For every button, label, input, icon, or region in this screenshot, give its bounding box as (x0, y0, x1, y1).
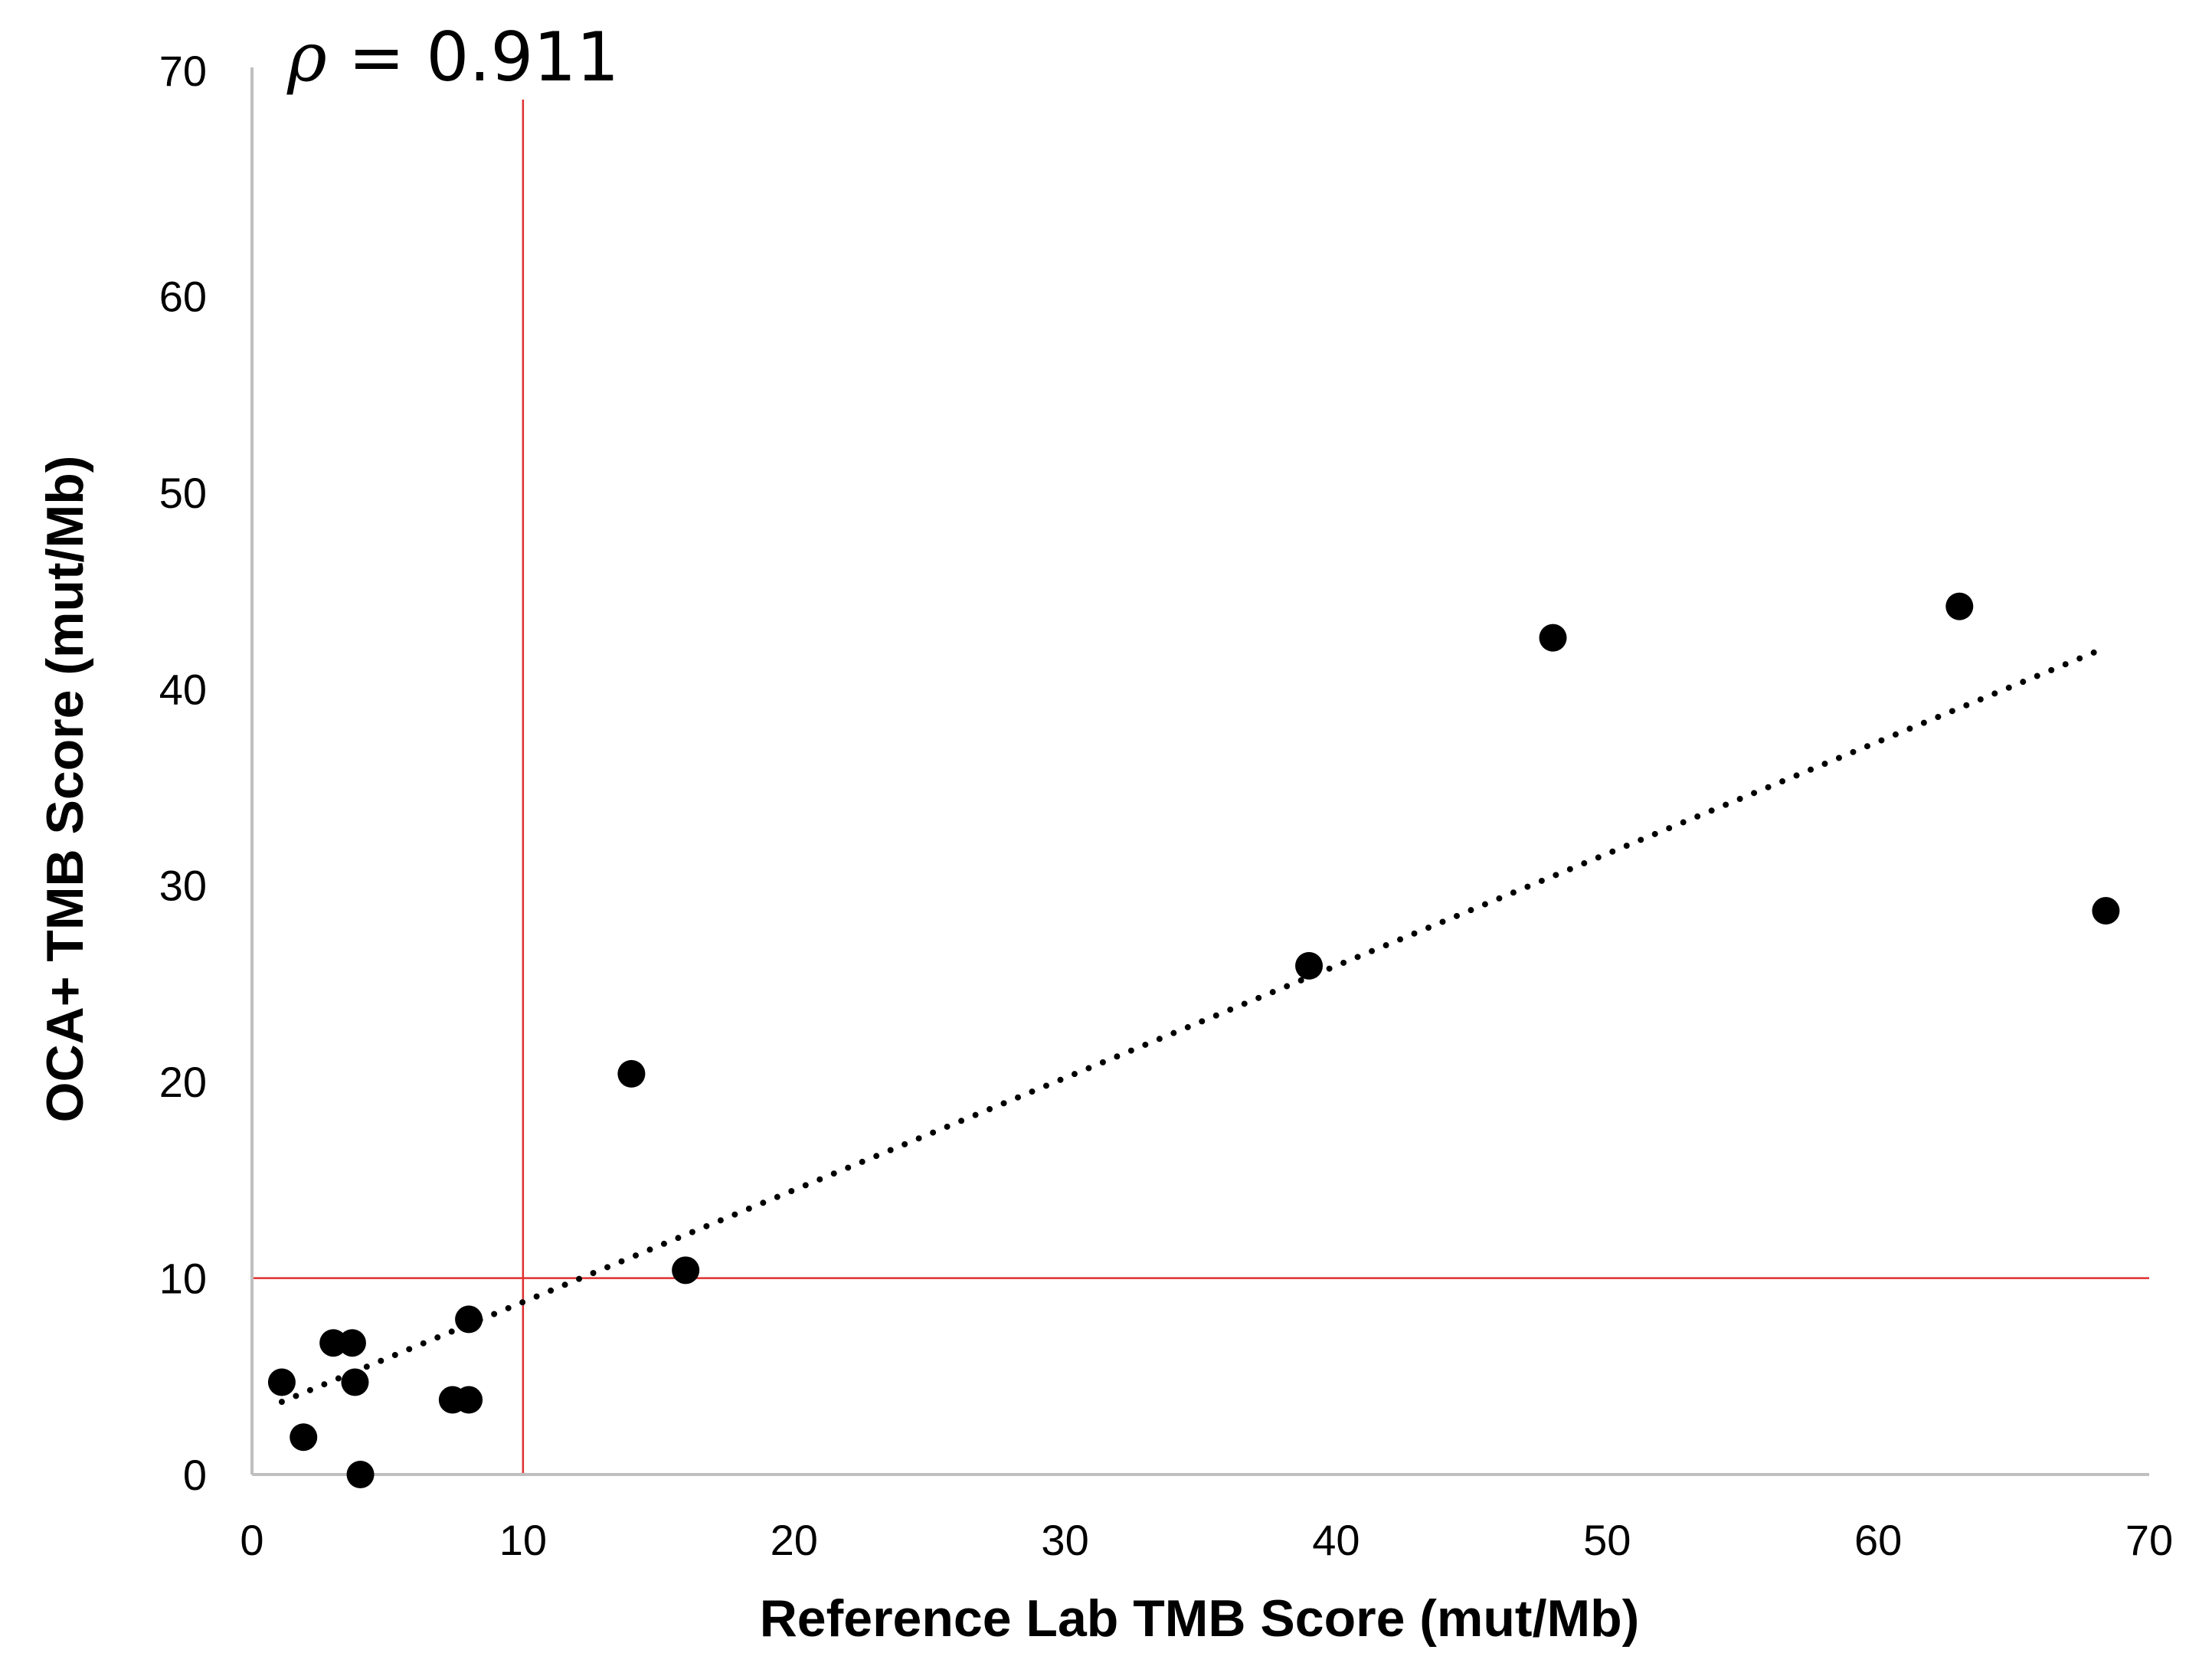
data-point (290, 1423, 318, 1452)
y-tick-label: 20 (159, 1058, 207, 1106)
data-point (338, 1329, 366, 1357)
data-point (1539, 624, 1567, 652)
x-tick-label: 0 (240, 1516, 263, 1564)
data-point (346, 1461, 375, 1488)
y-axis-title: OCA+ TMB Score (mut/Mb) (36, 456, 94, 1123)
x-tick-label: 40 (1312, 1516, 1360, 1564)
x-tick-label: 20 (771, 1516, 818, 1564)
x-tick-label: 70 (2125, 1516, 2173, 1564)
x-tick-label: 60 (1854, 1516, 1902, 1564)
data-point (672, 1256, 700, 1285)
x-tick-label: 50 (1583, 1516, 1631, 1564)
y-tick-label: 30 (159, 862, 207, 910)
y-tick-label: 60 (159, 272, 207, 320)
data-point (319, 1329, 348, 1357)
axes (250, 67, 2149, 1476)
x-tick-label: 10 (499, 1516, 547, 1564)
y-tick-label: 70 (159, 47, 207, 95)
tick-labels: 0 10 20 30 40 50 60 70 0 10 20 30 40 50 60 70 (159, 47, 2173, 1564)
data-point (1945, 592, 1974, 620)
correlation-annotation: ρ = 0.911 (286, 18, 619, 97)
y-tick-label: 10 (159, 1255, 207, 1303)
data-point (455, 1305, 483, 1334)
data-point (267, 1368, 296, 1396)
y-tick-label: 0 (183, 1451, 207, 1499)
data-point (617, 1059, 646, 1088)
x-axis-title: Reference Lab TMB Score (mut/Mb) (760, 1589, 1640, 1648)
trendline (278, 644, 2109, 1406)
correlation-value: = 0.911 (327, 18, 620, 97)
data-point (455, 1386, 483, 1414)
data-points (267, 592, 2120, 1488)
y-tick-label: 50 (159, 469, 207, 517)
trendline-layer (278, 644, 2109, 1406)
y-tick-label: 40 (159, 665, 207, 713)
x-tick-label: 30 (1041, 1516, 1088, 1564)
data-point (1295, 951, 1324, 980)
data-point (2092, 897, 2120, 925)
reference-lines (252, 100, 2149, 1475)
data-point (341, 1368, 369, 1396)
rho-symbol: ρ (286, 18, 327, 97)
